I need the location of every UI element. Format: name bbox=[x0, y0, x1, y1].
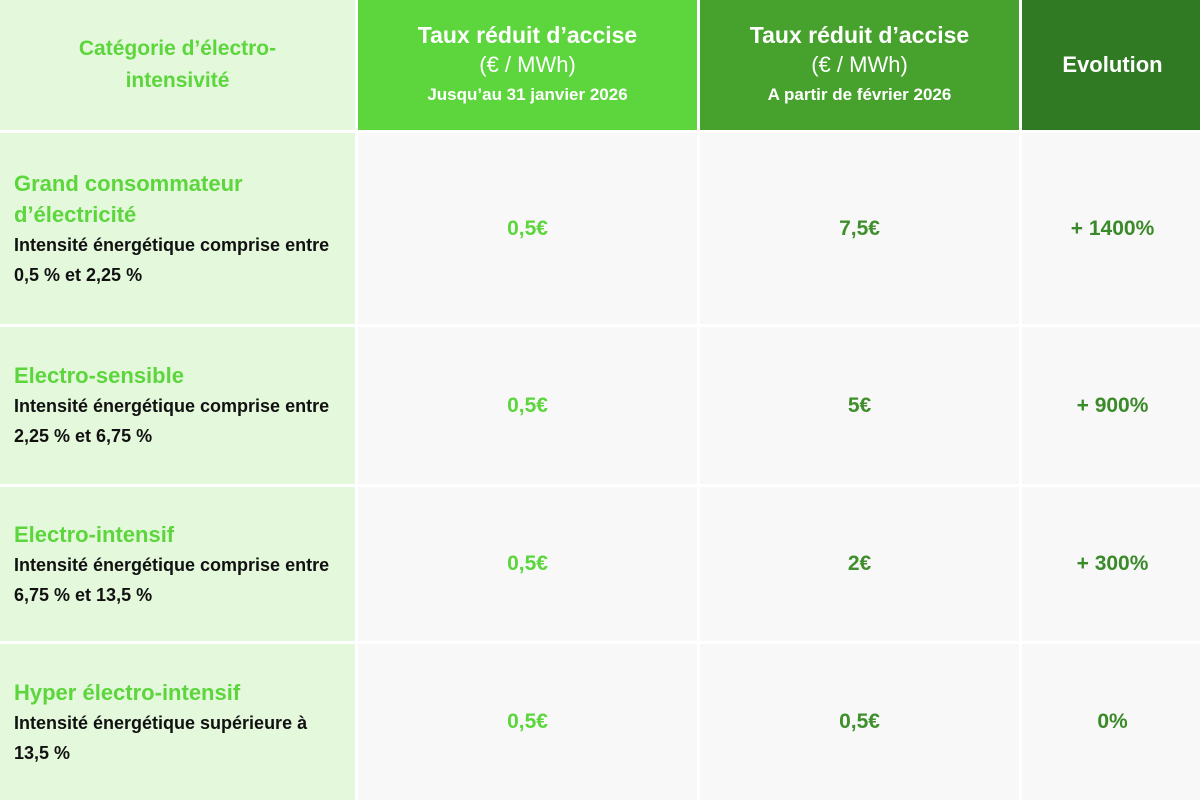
header-period: A partir de février 2026 bbox=[767, 85, 952, 104]
category-description: Intensité énergétique supérieure à 13,5 … bbox=[14, 712, 308, 763]
category-cell: Electro-sensible Intensité énergétique co… bbox=[0, 327, 355, 484]
rate-before: 0,5€ bbox=[358, 644, 697, 800]
header-period: Jusqu’au 31 janvier 2026 bbox=[427, 85, 628, 104]
header-title: Taux réduit d’accise bbox=[749, 22, 970, 48]
category-name: Grand consommateur d’électricité bbox=[14, 170, 243, 227]
category-name: Hyper électro-intensif bbox=[14, 679, 241, 705]
category-name: Electro-intensif bbox=[14, 521, 175, 547]
evolution: + 900% bbox=[1022, 327, 1200, 484]
evolution: + 1400% bbox=[1022, 133, 1200, 324]
rate-before: 0,5€ bbox=[358, 133, 697, 324]
header-title: Taux réduit d’accise bbox=[417, 22, 638, 48]
rate-before: 0,5€ bbox=[358, 327, 697, 484]
category-cell: Hyper électro-intensif Intensité énergéti… bbox=[0, 644, 355, 800]
evolution: 0% bbox=[1022, 644, 1200, 800]
header-title: Evolution bbox=[1062, 52, 1163, 77]
evolution: + 300% bbox=[1022, 487, 1200, 641]
category-description: Intensité énergétique comprise entre 2,2… bbox=[14, 396, 330, 446]
header-after: Taux réduit d’accise (€ / MWh) A partir … bbox=[700, 0, 1019, 130]
rate-after: 7,5€ bbox=[700, 133, 1019, 324]
header-category: Catégorie d’électro-intensivité bbox=[0, 0, 355, 130]
category-cell: Grand consommateur d’électricité Intensit… bbox=[0, 133, 355, 324]
header-unit: (€ / MWh) bbox=[811, 52, 908, 77]
rate-after: 5€ bbox=[700, 327, 1019, 484]
header-evolution: Evolution bbox=[1022, 0, 1200, 130]
category-cell: Electro-intensif Intensité énergétique co… bbox=[0, 487, 355, 641]
category-description: Intensité énergétique comprise entre 0,5… bbox=[14, 234, 330, 285]
rate-before: 0,5€ bbox=[358, 487, 697, 641]
category-description: Intensité énergétique comprise entre 6,7… bbox=[14, 554, 330, 605]
rate-after: 0,5€ bbox=[700, 644, 1019, 800]
rate-after: 2€ bbox=[700, 487, 1019, 641]
header-before: Taux réduit d’accise (€ / MWh) Jusqu’au … bbox=[358, 0, 697, 130]
header-unit: (€ / MWh) bbox=[479, 52, 576, 77]
category-name: Electro-sensible bbox=[14, 363, 184, 388]
